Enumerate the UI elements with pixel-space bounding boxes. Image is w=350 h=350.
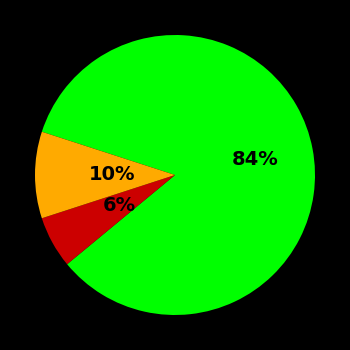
Wedge shape (35, 132, 175, 218)
Wedge shape (42, 175, 175, 264)
Text: 10%: 10% (89, 166, 135, 184)
Wedge shape (42, 35, 315, 315)
Text: 84%: 84% (231, 150, 278, 169)
Text: 6%: 6% (103, 196, 136, 215)
